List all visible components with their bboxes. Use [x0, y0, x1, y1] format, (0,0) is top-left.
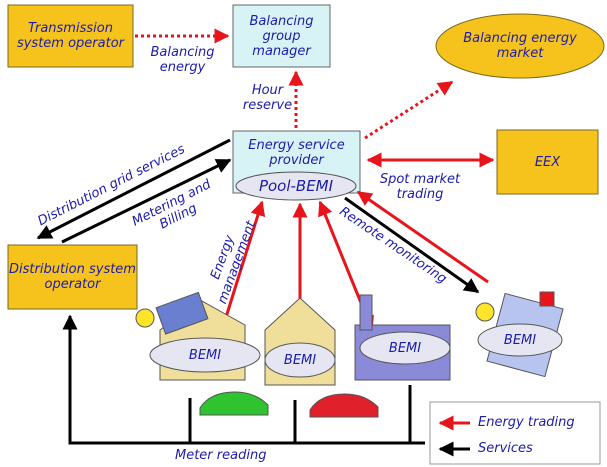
edge-label: Meter reading: [175, 448, 266, 463]
chimney: [360, 295, 372, 330]
bemi-label: BEMI: [490, 331, 550, 349]
bemi-label: BEMI: [270, 351, 330, 369]
node-label: EEX: [497, 130, 598, 194]
arrow: [365, 82, 452, 138]
bemi-label: BEMI: [375, 339, 435, 357]
edge-label: Hour reserve: [240, 78, 295, 118]
node-label: Transmission system operator: [8, 5, 133, 67]
diagram: Transmission system operator Balancing g…: [0, 0, 607, 467]
arrow: [345, 198, 478, 292]
sun: [136, 309, 154, 327]
car: [200, 392, 268, 415]
node-label: Balancing energy market: [460, 16, 580, 76]
sites: [136, 292, 600, 464]
node-label: Balancing group manager: [233, 5, 330, 67]
edge-label: Balancing energy: [140, 40, 225, 80]
sun: [476, 303, 494, 321]
bemi-label: BEMI: [175, 346, 235, 364]
edge-label: Spot market trading: [370, 167, 470, 207]
wind-icon: [540, 292, 554, 306]
node-label: Distribution system operator: [8, 245, 137, 309]
node-label: Energy service provider: [233, 131, 360, 175]
car: [310, 394, 378, 417]
node-label: Pool-BEMI: [236, 177, 356, 195]
legend-label: Energy trading: [478, 415, 575, 430]
legend-label: Services: [478, 441, 533, 456]
